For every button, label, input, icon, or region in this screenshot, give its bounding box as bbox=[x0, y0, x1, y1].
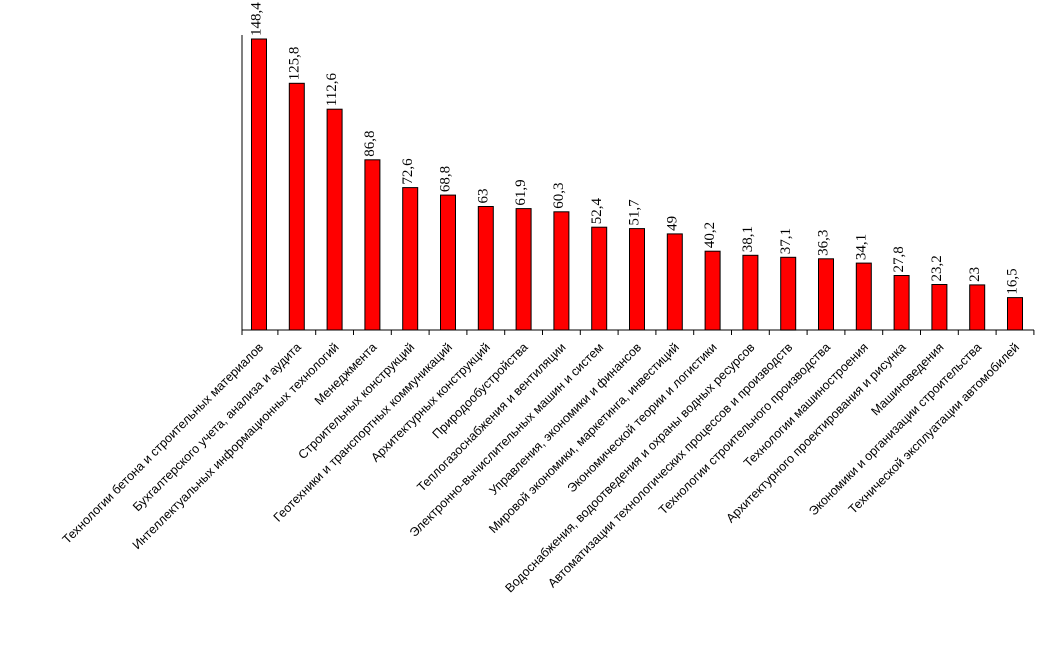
category-label: Автоматизации технологических процессов … bbox=[545, 340, 795, 590]
bar bbox=[251, 38, 267, 331]
value-label: 60,3 bbox=[551, 183, 567, 209]
bar bbox=[515, 208, 532, 331]
bar bbox=[780, 256, 797, 331]
category-label: Геотехники и транспортных коммуникаций bbox=[271, 340, 455, 524]
bar bbox=[1007, 297, 1023, 331]
value-labels-group: 148,4 125,8 112,6 86,8 72,6 68,8 63 61,9 60,3 52,… bbox=[249, 2, 1021, 295]
bar bbox=[969, 284, 986, 331]
bar bbox=[288, 82, 305, 331]
bar bbox=[855, 262, 872, 331]
bar bbox=[553, 211, 570, 331]
bar bbox=[591, 226, 608, 331]
value-label: 68,8 bbox=[438, 166, 454, 192]
category-labels-group: Технологии бетона и строительных материа… bbox=[60, 340, 1022, 595]
bar bbox=[364, 159, 381, 331]
value-label: 61,9 bbox=[513, 179, 529, 205]
category-label: Водоснабжения, водоотведения и охраны во… bbox=[502, 340, 757, 595]
value-label: 52,4 bbox=[589, 197, 605, 224]
value-label: 49 bbox=[664, 216, 680, 231]
value-label: 112,6 bbox=[324, 73, 340, 107]
bar bbox=[629, 228, 645, 331]
value-label: 40,2 bbox=[702, 222, 718, 248]
value-label: 148,4 bbox=[249, 2, 265, 36]
bar bbox=[666, 233, 683, 331]
x-ticks-group bbox=[241, 330, 1035, 335]
bar bbox=[704, 250, 721, 331]
value-label: 38,1 bbox=[740, 226, 756, 252]
bar bbox=[893, 275, 910, 331]
bar bbox=[818, 258, 834, 331]
value-label: 36,3 bbox=[816, 230, 832, 256]
bars-group bbox=[251, 38, 1023, 331]
bar bbox=[326, 108, 343, 331]
value-label: 125,8 bbox=[286, 47, 302, 81]
value-label: 86,8 bbox=[362, 131, 378, 157]
category-label: Бухгалтерского учета, анализа и аудита bbox=[130, 340, 304, 514]
category-label: Экономики и организации строительства bbox=[806, 340, 984, 518]
value-label: 63 bbox=[475, 188, 491, 203]
bar bbox=[742, 254, 759, 331]
value-label: 51,7 bbox=[627, 199, 643, 226]
value-label: 72,6 bbox=[400, 158, 416, 185]
value-label: 27,8 bbox=[891, 246, 907, 272]
bar bbox=[931, 284, 948, 331]
value-label: 23,2 bbox=[929, 255, 945, 281]
bar bbox=[477, 206, 494, 331]
value-label: 23 bbox=[967, 267, 983, 282]
value-label: 34,1 bbox=[853, 234, 869, 260]
bar bbox=[440, 194, 456, 331]
value-label: 37,1 bbox=[778, 228, 794, 254]
value-label: 16,5 bbox=[1005, 268, 1021, 294]
bar bbox=[402, 187, 419, 331]
